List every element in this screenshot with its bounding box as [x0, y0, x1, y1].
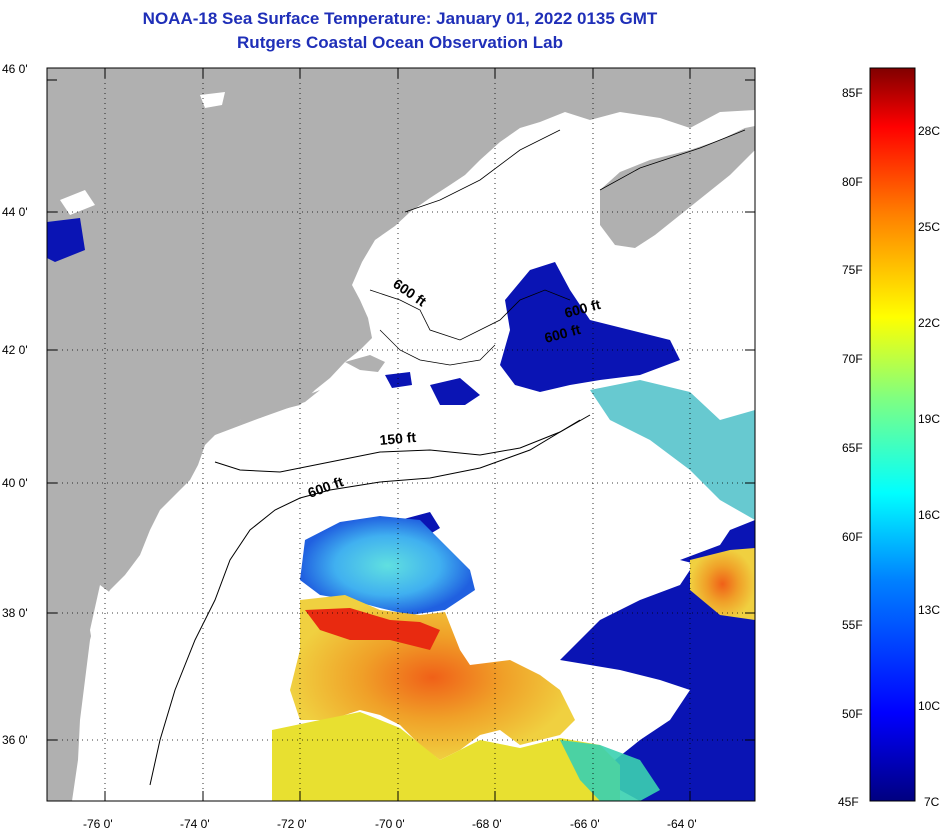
- lat-label: 36 0': [2, 733, 28, 747]
- colorbar-c-label: 7C: [924, 795, 940, 809]
- lat-label: 40 0': [2, 476, 28, 490]
- colorbar-c-label: 19C: [918, 412, 940, 426]
- colorbar-f-label: 70F: [842, 352, 863, 366]
- colorbar-f-label: 55F: [842, 618, 863, 632]
- colorbar-c-label: 25C: [918, 220, 940, 234]
- contour-150ft: [214, 414, 591, 473]
- colorbar-c-label: 10C: [918, 699, 940, 713]
- colorbar-c-label: 28C: [918, 124, 940, 138]
- contour-600ft-gulf: [369, 289, 571, 341]
- land-long-island: [200, 390, 320, 435]
- map-subtitle: Rutgers Coastal Ocean Observation Lab: [237, 33, 563, 52]
- lon-label: -76 0': [83, 817, 113, 831]
- colorbar-f-label: 65F: [842, 441, 863, 455]
- color-bar: [869, 67, 916, 802]
- map-title: NOAA-18 Sea Surface Temperature: January…: [142, 9, 658, 28]
- contour-600ft-south: [149, 419, 581, 786]
- land-cape-cod: [345, 355, 385, 372]
- lon-label: -72 0': [277, 817, 307, 831]
- colorbar-f-label: 45F: [838, 795, 859, 809]
- sst-hot-band: [305, 608, 440, 650]
- lat-label: 42 0': [2, 343, 28, 357]
- graticule: [47, 68, 755, 801]
- sst-yellow-region: [272, 712, 620, 801]
- colorbar-f-label: 60F: [842, 530, 863, 544]
- colorbar-f-label: 50F: [842, 707, 863, 721]
- colorbar-f-label: 80F: [842, 175, 863, 189]
- lon-label: -64 0': [667, 817, 697, 831]
- sst-cool-region: [300, 516, 475, 615]
- colorbar-c-label: 22C: [918, 316, 940, 330]
- colorbar-f-label: 85F: [842, 86, 863, 100]
- lat-label: 46 0': [2, 62, 28, 76]
- lon-label: -70 0': [375, 817, 405, 831]
- colorbar-c-label: 16C: [918, 508, 940, 522]
- colorbar-f-label: 75F: [842, 263, 863, 277]
- axis-ticks: [47, 68, 755, 801]
- lon-label: -68 0': [472, 817, 502, 831]
- lon-label: -74 0': [180, 817, 210, 831]
- land-nova-scotia: [600, 126, 755, 248]
- sst-shelf-region: [590, 380, 755, 520]
- lat-label: 44 0': [2, 205, 28, 219]
- lon-label: -66 0': [570, 817, 600, 831]
- land-us: [47, 68, 755, 801]
- lat-label: 38 0': [2, 606, 28, 620]
- colorbar-c-label: 13C: [918, 603, 940, 617]
